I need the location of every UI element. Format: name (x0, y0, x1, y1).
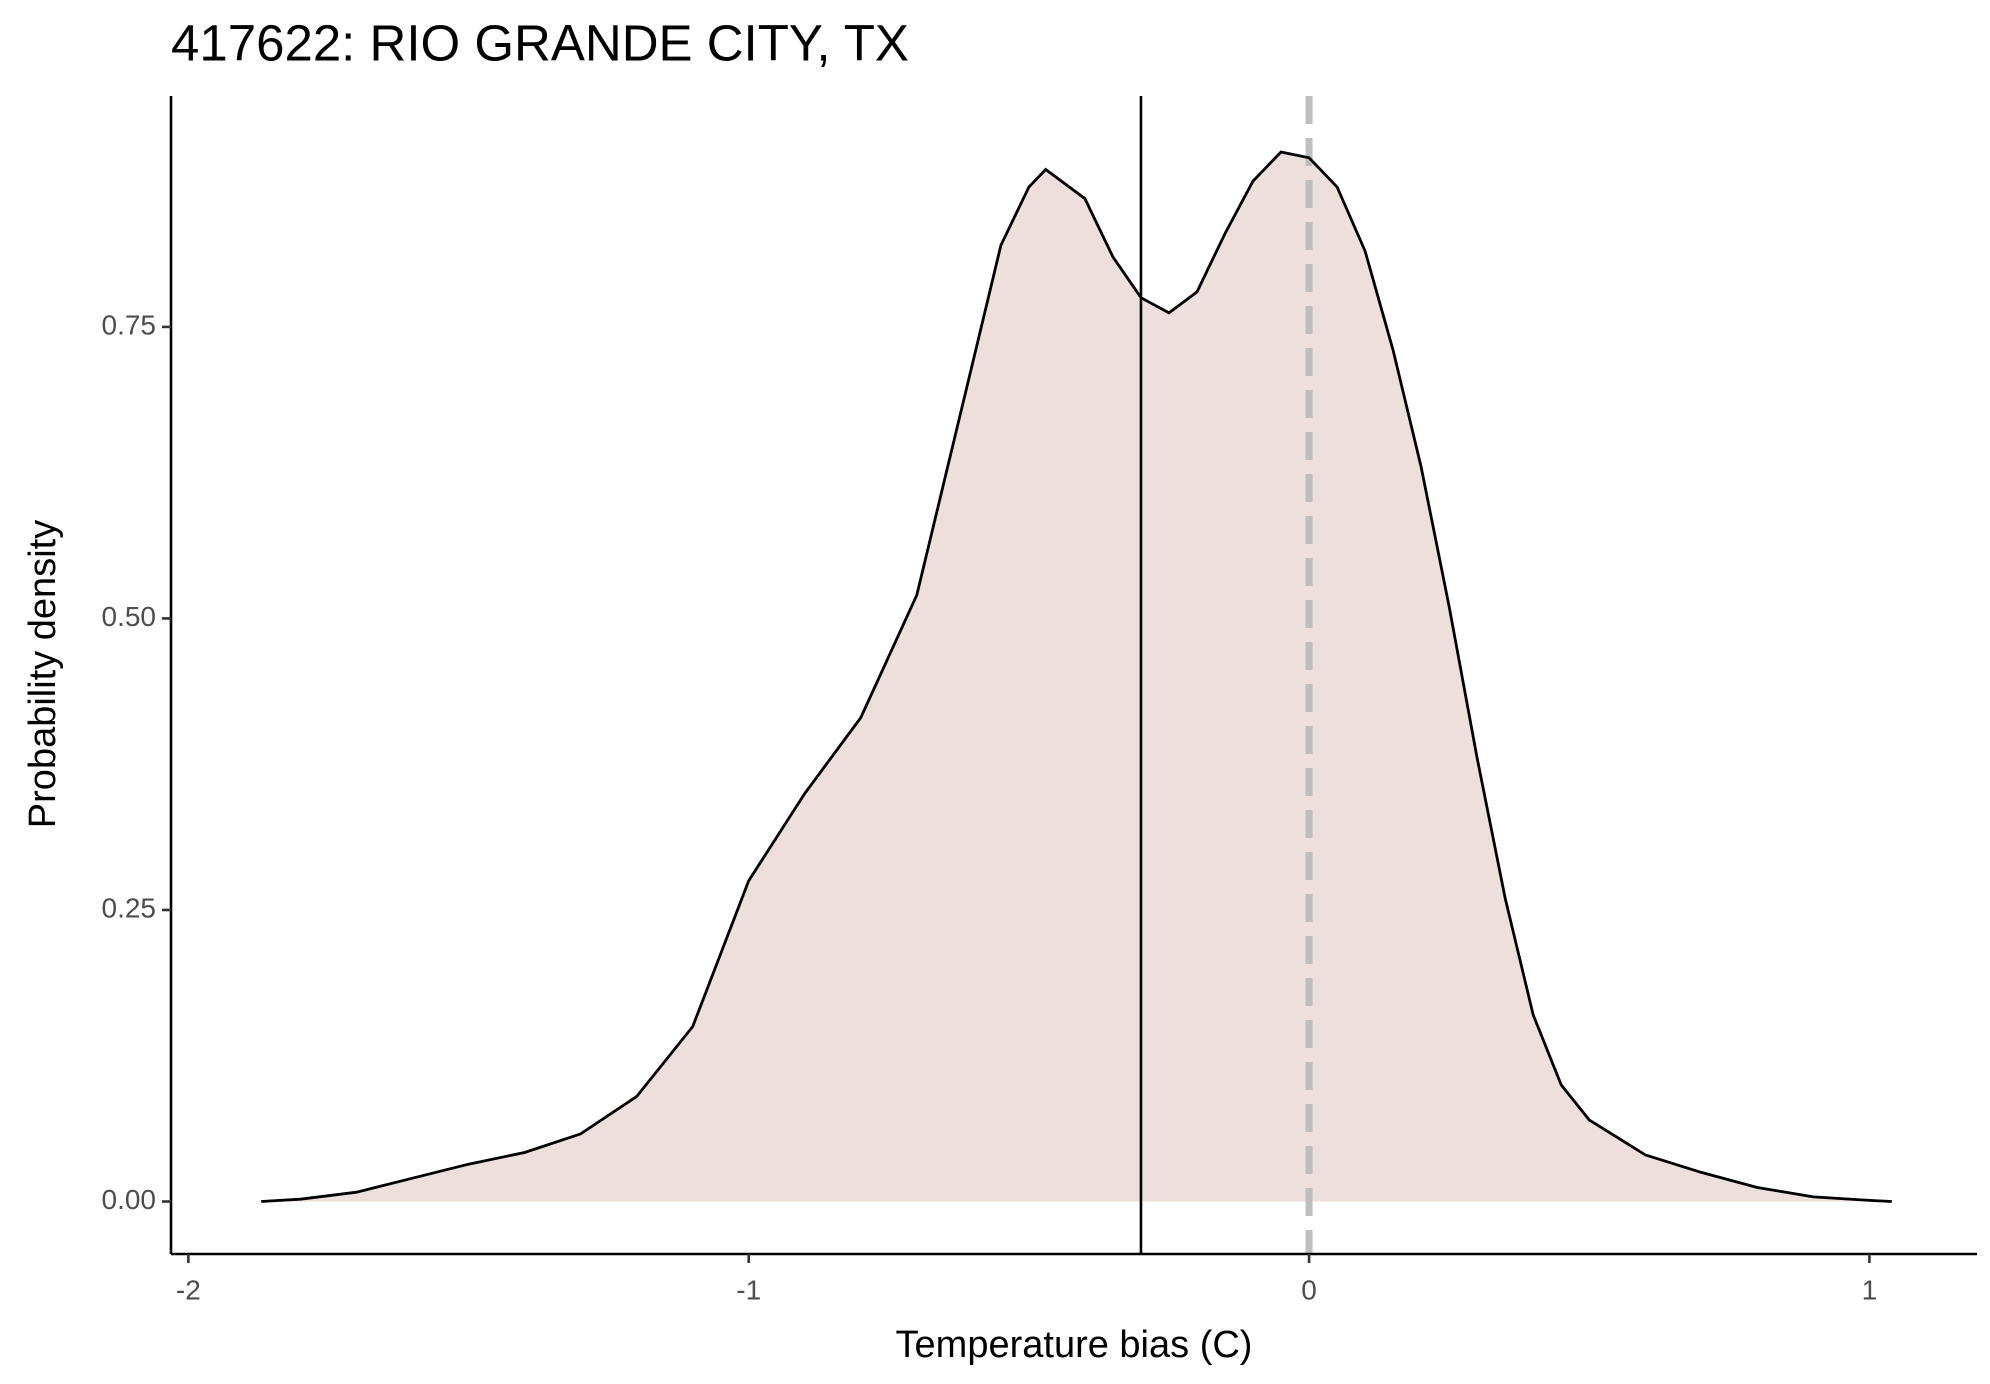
density-line (261, 150, 1892, 1203)
x-tick-label: 0 (1301, 1274, 1317, 1305)
y-tick-label: 0.00 (102, 1184, 157, 1215)
density-area (261, 152, 1892, 1202)
y-tick-label: 0.75 (102, 309, 157, 340)
x-tick-label: -1 (736, 1274, 761, 1305)
x-axis-title: Temperature bias (C) (896, 1324, 1253, 1366)
x-tick-label: 1 (1862, 1274, 1878, 1305)
chart-title: 417622: RIO GRANDE CITY, TX (171, 14, 909, 71)
y-axis-title: Probability density (22, 520, 64, 828)
x-tick-label: -2 (176, 1274, 201, 1305)
y-tick-label: 0.25 (102, 892, 157, 923)
y-tick-label: 0.50 (102, 601, 157, 632)
